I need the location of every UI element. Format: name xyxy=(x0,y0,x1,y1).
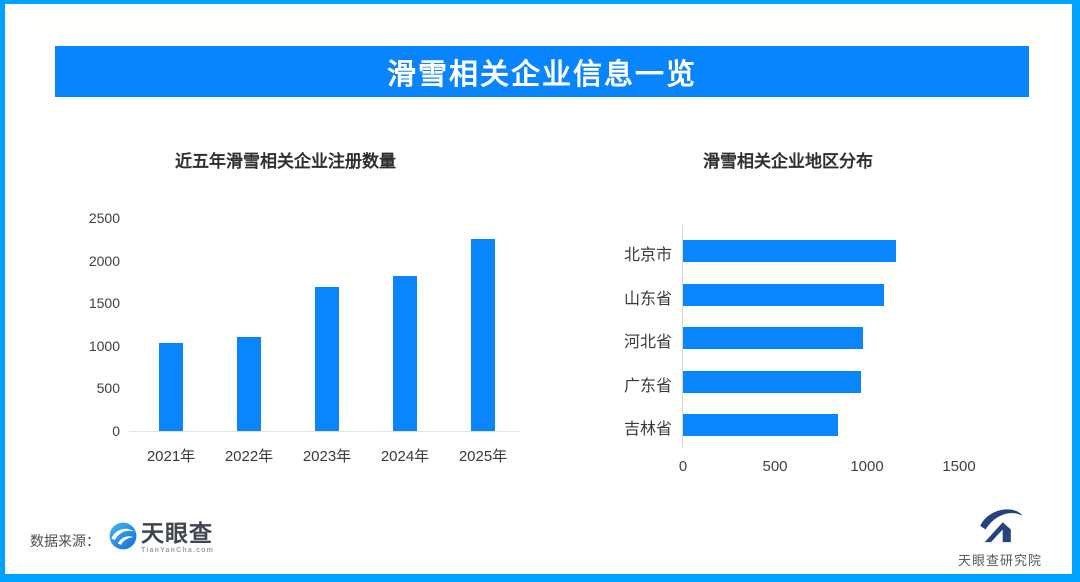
bar-北京市 xyxy=(683,240,896,262)
research-institute-name: 天眼查研究院 xyxy=(957,553,1042,568)
y-category-label: 北京市 xyxy=(623,247,672,264)
y-tick-label: 2000 xyxy=(88,252,120,269)
x-category-label: 2021年 xyxy=(146,448,196,465)
y-category-label: 吉林省 xyxy=(623,421,672,438)
x-tick-label: 1000 xyxy=(850,458,884,475)
tianyancha-swirl-icon xyxy=(109,522,137,550)
registrations-chart-title: 近五年滑雪相关企业注册数量 xyxy=(175,152,396,171)
bar-2025年 xyxy=(471,239,495,431)
bar-广东省 xyxy=(683,370,861,393)
regions-bar-chart: 北京市山东省河北省广东省吉林省 0 500 1000 1500 xyxy=(608,215,1058,487)
bar-2023年 xyxy=(315,287,339,431)
tianyancha-name: 天眼查 xyxy=(141,520,213,546)
bar-吉林省 xyxy=(683,414,838,436)
y-tick-label: 1500 xyxy=(88,295,120,312)
y-category-label: 河北省 xyxy=(623,334,672,351)
x-tick-label: 0 xyxy=(678,458,688,475)
y-tick-label: 500 xyxy=(96,380,120,397)
y-axis-line xyxy=(682,225,683,447)
x-axis-line xyxy=(129,431,520,432)
research-institute-logo: 天眼查研究院 xyxy=(945,504,1055,569)
bar-2022年 xyxy=(237,337,261,431)
x-category-label: 2022年 xyxy=(224,448,274,465)
y-tick-label: 1000 xyxy=(88,337,120,354)
x-tick-label: 1500 xyxy=(942,458,976,475)
tianyancha-logo: 天眼查 TianYanCha.com xyxy=(109,522,214,554)
y-category-label: 山东省 xyxy=(623,290,672,308)
registrations-bar-chart: 0 500 1000 1500 2000 2500 2021年 2022年 2023年 2024年… xyxy=(86,205,546,480)
y-tick-label: 0 xyxy=(112,423,120,439)
y-tick-label: 2500 xyxy=(88,210,120,226)
tianyancha-wordmark: 天眼查 TianYanCha.com xyxy=(141,520,215,555)
x-category-label: 2025年 xyxy=(458,448,508,465)
y-category-label: 广东省 xyxy=(623,377,672,395)
regions-chart-title: 滑雪相关企业地区分布 xyxy=(703,152,873,171)
page-title-banner: 滑雪相关企业信息一览 xyxy=(55,46,1029,97)
data-source-label: 数据来源： xyxy=(30,533,100,549)
bar-2024年 xyxy=(393,276,417,431)
x-category-label: 2023年 xyxy=(302,448,352,465)
x-tick-label: 500 xyxy=(762,458,788,475)
bar-2021年 xyxy=(159,343,183,431)
bar-山东省 xyxy=(683,283,884,306)
bar-河北省 xyxy=(683,327,863,349)
x-category-label: 2024年 xyxy=(380,448,430,465)
tianyancha-domain: TianYanCha.com xyxy=(141,547,215,554)
page-title: 滑雪相关企业信息一览 xyxy=(386,58,697,91)
research-institute-icon xyxy=(980,509,1023,543)
